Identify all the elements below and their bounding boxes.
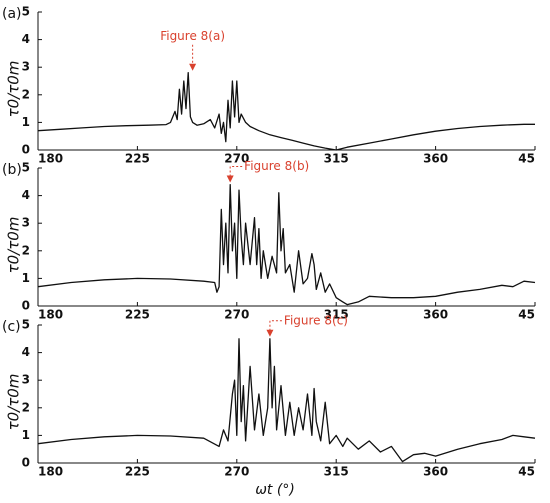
y-tick-label: 5	[22, 161, 30, 175]
x-tick-label: 45	[518, 152, 535, 166]
annotation-label: Figure 8(c)	[284, 313, 348, 327]
annotation-leader	[269, 320, 282, 331]
y-tick-label: 1	[22, 271, 30, 285]
annotation-arrow	[266, 329, 274, 337]
line	[37, 338, 536, 463]
y-tick-label: 3	[22, 60, 30, 74]
x-tick-label: 180	[38, 308, 63, 322]
panel-label: (a)	[2, 6, 22, 22]
y-tick-label: 1	[22, 115, 30, 129]
y-tick-label: 4	[22, 32, 30, 46]
x-tick-label: 225	[125, 152, 150, 166]
y-tick-label: 3	[22, 216, 30, 230]
x-tick-label: 180	[38, 465, 63, 479]
annotation-label: Figure 8(a)	[160, 29, 225, 43]
y-tick-label: 0	[22, 299, 30, 313]
x-axis-label: ωt (°)	[255, 482, 295, 498]
y-axis-label: τ0/τ0m	[5, 61, 23, 118]
annotation-label: Figure 8(b)	[244, 159, 309, 173]
x-tick-label: 225	[125, 308, 150, 322]
y-tick-label: 1	[22, 428, 30, 442]
y-tick-label: 2	[22, 87, 30, 101]
y-tick-label: 0	[22, 143, 30, 157]
annotation-leader	[229, 166, 243, 177]
x-tick-label: 180	[38, 152, 63, 166]
y-tick-label: 4	[22, 188, 30, 202]
x-tick-label: 45	[518, 308, 535, 322]
y-tick-label: 2	[22, 400, 30, 414]
x-tick-label: 270	[224, 152, 249, 166]
annotation-arrow	[226, 175, 234, 183]
x-tick-label: 270	[224, 465, 249, 479]
x-tick-label: 360	[423, 465, 448, 479]
y-tick-label: 5	[22, 318, 30, 332]
x-tick-label: 45	[518, 465, 535, 479]
panel-label: (b)	[2, 162, 22, 178]
y-tick-label: 5	[22, 5, 30, 19]
x-tick-label: 225	[125, 465, 150, 479]
x-tick-label: 360	[423, 308, 448, 322]
x-tick-label: 270	[224, 308, 249, 322]
x-tick-label: 315	[324, 465, 349, 479]
y-axis-label: τ0/τ0m	[5, 217, 23, 274]
x-tick-label: 315	[324, 152, 349, 166]
y-tick-label: 3	[22, 373, 30, 387]
y-tick-label: 0	[22, 456, 30, 470]
x-tick-label: 360	[423, 152, 448, 166]
x-tick-label: 315	[324, 308, 349, 322]
line	[37, 183, 536, 306]
annotation-arrow	[189, 63, 197, 71]
y-tick-label: 2	[22, 243, 30, 257]
y-axis-label: τ0/τ0m	[5, 374, 23, 431]
panel-label: (c)	[2, 319, 21, 335]
y-tick-label: 4	[22, 345, 30, 359]
line	[37, 72, 535, 151]
